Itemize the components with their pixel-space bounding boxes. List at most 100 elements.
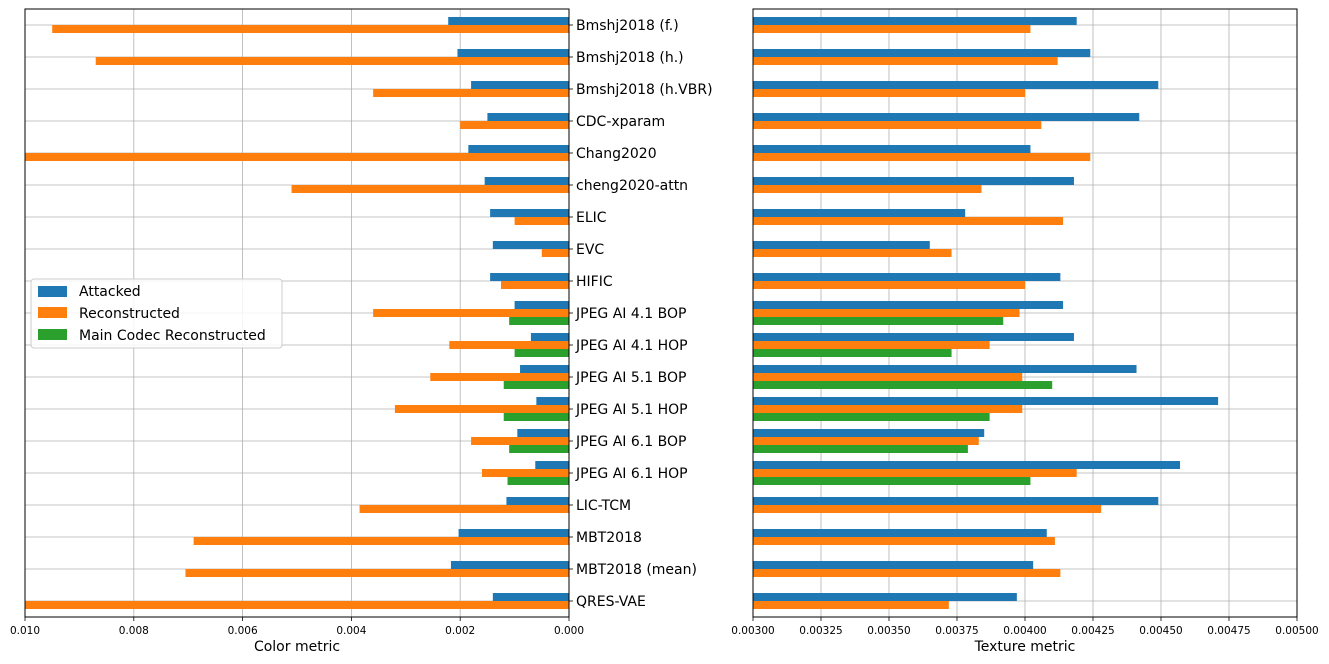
texture-bar-attacked-cheng2020-attn	[753, 177, 1074, 185]
color-bar-attacked-evc	[492, 241, 569, 249]
texture-x-axis-label: Texture metric	[974, 639, 1076, 655]
texture-bar-main-codec-reconstructed-jpeg-ai-4-1-hop	[753, 349, 952, 357]
texture-x-tick-label: 0.00350	[867, 625, 910, 637]
texture-x-tick-label: 0.00300	[731, 625, 774, 637]
legend-label-reconstructed: Reconstructed	[79, 306, 180, 322]
texture-x-tick-label: 0.00400	[1003, 625, 1046, 637]
color-bar-attacked-cheng2020-attn	[484, 177, 569, 185]
texture-bar-reconstructed-bmshj2018-f	[753, 25, 1031, 33]
color-x-ticks: 0.010 0.008 0.006 0.004 0.002 0.000	[10, 617, 584, 637]
texture-bar-main-codec-reconstructed-jpeg-ai-5-1-bop	[753, 381, 1053, 389]
category-label-jpeg-ai-6-1-bop: JPEG AI 6.1 BOP	[575, 434, 686, 450]
texture-bar-reconstructed-cdc-xparam	[753, 121, 1042, 129]
color-bar-attacked-lic-tcm	[506, 497, 569, 505]
texture-axes-frame	[752, 8, 1298, 618]
texture-bar-attacked-mbt2018-mean	[753, 561, 1034, 569]
texture-bar-attacked-jpeg-ai-5-1-hop	[753, 397, 1219, 405]
color-bar-reconstructed-chang2020	[25, 153, 569, 161]
texture-bar-main-codec-reconstructed-jpeg-ai-5-1-hop	[753, 413, 990, 421]
color-bar-attacked-cdc-xparam	[487, 113, 569, 121]
color-bar-attacked-jpeg-ai-6-1-bop	[517, 429, 569, 437]
texture-bar-attacked-bmshj2018-f	[753, 17, 1077, 25]
texture-bar-reconstructed-jpeg-ai-4-1-bop	[753, 309, 1020, 317]
texture-bar-reconstructed-bmshj2018-h-vbr	[753, 89, 1025, 97]
legend-label-attacked: Attacked	[79, 284, 141, 300]
legend: Attacked Reconstructed Main Codec Recons…	[30, 278, 283, 349]
category-label-mbt2018: MBT2018	[576, 530, 642, 546]
texture-x-tick-label: 0.00325	[799, 625, 842, 637]
color-bar-reconstructed-jpeg-ai-6-1-bop	[471, 437, 569, 445]
texture-bar-attacked-chang2020	[753, 145, 1031, 153]
texture-x-tick-label: 0.00500	[1275, 625, 1318, 637]
color-bar-attacked-elic	[490, 209, 569, 217]
category-label-qres-vae: QRES-VAE	[576, 594, 646, 610]
texture-x-ticks: 0.00300 0.00325 0.00350 0.00375 0.00400 0.004…	[731, 617, 1319, 637]
color-bar-attacked-mbt2018-mean	[450, 561, 569, 569]
texture-bar-main-codec-reconstructed-jpeg-ai-6-1-hop	[753, 477, 1031, 485]
color-bar-reconstructed-jpeg-ai-4-1-hop	[449, 341, 569, 349]
color-bar-reconstructed-hific	[501, 281, 569, 289]
color-bar-attacked-bmshj2018-f	[448, 17, 569, 25]
color-x-tick-label: 0.004	[336, 625, 366, 637]
category-label-jpeg-ai-5-1-hop: JPEG AI 5.1 HOP	[575, 402, 688, 418]
texture-bar-reconstructed-mbt2018-mean	[753, 569, 1061, 577]
color-bar-main-codec-reconstructed-jpeg-ai-6-1-bop	[509, 445, 569, 453]
texture-bars	[753, 17, 1219, 609]
texture-x-tick-label: 0.00425	[1071, 625, 1114, 637]
texture-bar-reconstructed-jpeg-ai-5-1-hop	[753, 405, 1023, 413]
color-bar-main-codec-reconstructed-jpeg-ai-4-1-bop	[509, 317, 569, 325]
texture-bar-reconstructed-cheng2020-attn	[753, 185, 982, 193]
color-bar-reconstructed-lic-tcm	[359, 505, 569, 513]
texture-bar-attacked-jpeg-ai-6-1-hop	[753, 461, 1181, 469]
texture-bar-attacked-jpeg-ai-6-1-bop	[753, 429, 985, 437]
color-x-tick-label: 0.000	[554, 625, 584, 637]
color-bar-reconstructed-mbt2018-mean	[185, 569, 570, 577]
color-bar-reconstructed-jpeg-ai-5-1-bop	[430, 373, 569, 381]
texture-bar-attacked-evc	[753, 241, 930, 249]
color-bar-reconstructed-bmshj2018-h	[95, 57, 569, 65]
color-bar-reconstructed-cdc-xparam	[460, 121, 569, 129]
color-bar-reconstructed-jpeg-ai-4-1-bop	[373, 309, 569, 317]
category-label-cdc-xparam: CDC-xparam	[576, 114, 665, 130]
category-label-chang2020: Chang2020	[576, 146, 657, 162]
color-bar-attacked-jpeg-ai-4-1-hop	[530, 333, 569, 341]
color-bar-reconstructed-mbt2018	[193, 537, 569, 545]
texture-x-tick-label: 0.00375	[935, 625, 978, 637]
texture-bar-reconstructed-qres-vae	[753, 601, 949, 609]
category-label-jpeg-ai-4-1-hop: JPEG AI 4.1 HOP	[575, 338, 688, 354]
color-bar-attacked-jpeg-ai-6-1-hop	[535, 461, 569, 469]
texture-bar-reconstructed-bmshj2018-h	[753, 57, 1058, 65]
color-axes-frame	[24, 8, 570, 618]
texture-bar-reconstructed-jpeg-ai-4-1-hop	[753, 341, 990, 349]
color-x-tick-label: 0.008	[119, 625, 149, 637]
color-x-tick-label: 0.010	[10, 625, 40, 637]
color-bar-reconstructed-evc	[541, 249, 569, 257]
texture-bar-attacked-mbt2018	[753, 529, 1047, 537]
legend-swatch-main-codec	[38, 329, 67, 340]
color-bar-reconstructed-cheng2020-attn	[291, 185, 569, 193]
color-x-tick-label: 0.002	[445, 625, 475, 637]
color-bar-reconstructed-jpeg-ai-6-1-hop	[481, 469, 569, 477]
color-bars	[25, 17, 570, 609]
texture-bar-attacked-bmshj2018-h-vbr	[753, 81, 1159, 89]
color-bar-attacked-qres-vae	[492, 593, 569, 601]
texture-bar-reconstructed-jpeg-ai-6-1-bop	[753, 437, 979, 445]
texture-bar-reconstructed-mbt2018	[753, 537, 1055, 545]
color-x-tick-label: 0.006	[228, 625, 258, 637]
category-label-lic-tcm: LIC-TCM	[576, 498, 631, 514]
color-x-axis-label: Color metric	[254, 639, 340, 655]
texture-bar-main-codec-reconstructed-jpeg-ai-6-1-bop	[753, 445, 968, 453]
color-bar-reconstructed-elic	[514, 217, 569, 225]
texture-bar-reconstructed-jpeg-ai-5-1-bop	[753, 373, 1023, 381]
color-bar-main-codec-reconstructed-jpeg-ai-6-1-hop	[507, 477, 569, 485]
color-bar-attacked-jpeg-ai-5-1-hop	[536, 397, 569, 405]
color-bar-main-codec-reconstructed-jpeg-ai-4-1-hop	[514, 349, 569, 357]
category-labels: Bmshj2018 (f.) Bmshj2018 (h.) Bmshj2018 (h…	[569, 18, 713, 610]
category-label-cheng2020-attn: cheng2020-attn	[576, 178, 688, 194]
color-bar-attacked-bmshj2018-h-vbr	[471, 81, 569, 89]
texture-x-tick-label: 0.00450	[1139, 625, 1182, 637]
legend-swatch-reconstructed	[38, 307, 67, 318]
color-bar-main-codec-reconstructed-jpeg-ai-5-1-hop	[503, 413, 569, 421]
color-bar-attacked-bmshj2018-h	[457, 49, 569, 57]
